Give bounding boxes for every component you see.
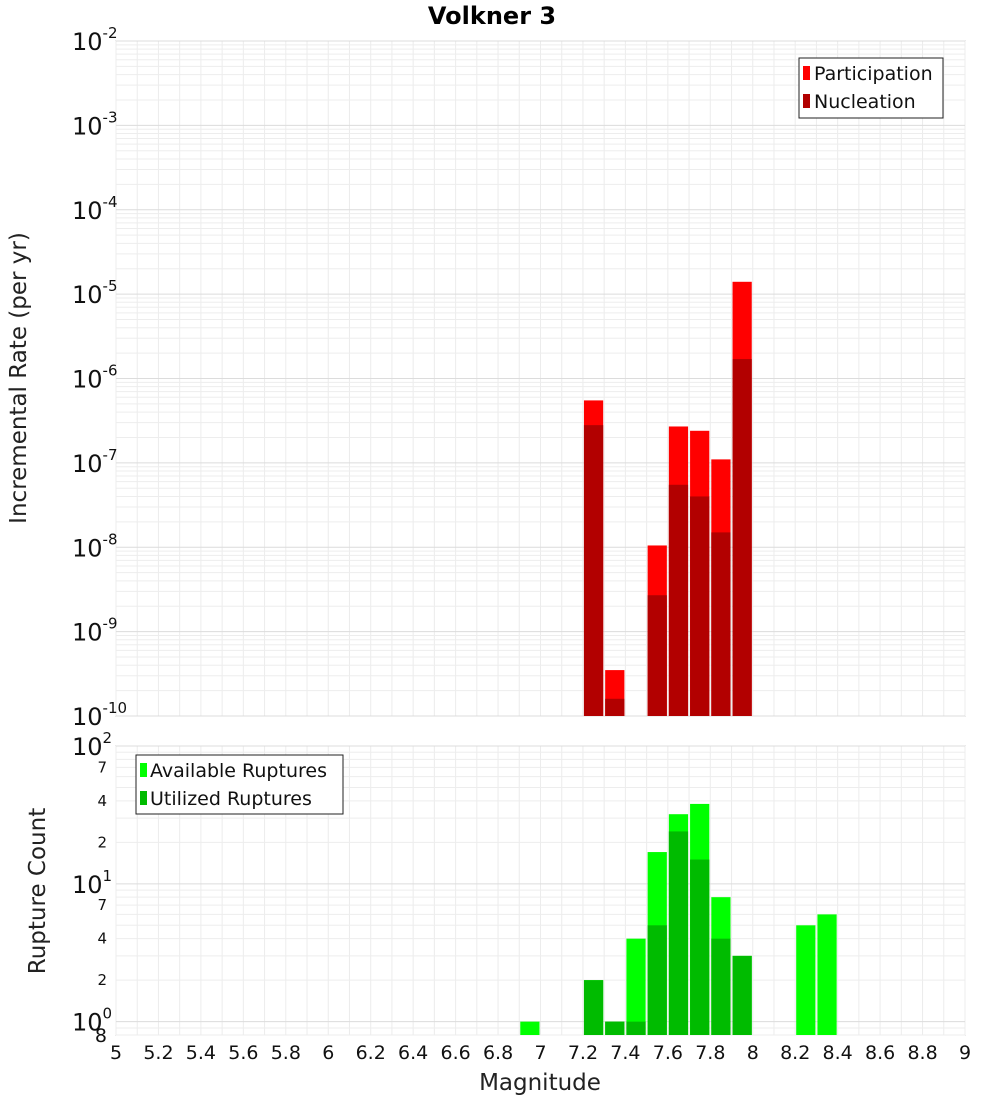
- bottom-y-tick-label-minor: 7: [97, 758, 107, 776]
- bottom-y-tick-labels: 7 4 2 7 4 2 8 102 101 100: [72, 729, 112, 1047]
- legend-label-utilized: Utilized Ruptures: [150, 788, 312, 810]
- top-legend-box: [798, 57, 944, 119]
- top-y-tick-label: 10-5: [72, 277, 118, 309]
- top-legend: Participation Nucleation: [798, 57, 944, 119]
- bottom-legend-box: [135, 754, 344, 815]
- rate-bar-b-7.25: [583, 425, 604, 716]
- x-tick-label: 6.8: [483, 1042, 513, 1064]
- count-bar-b-7.55: [647, 925, 667, 1035]
- x-tick-label: 6.6: [440, 1042, 470, 1064]
- bottom-panel: 7 4 2 7 4 2 8 102 101 100 5 5.2 5.4 5.6 5.8 6 6.2 6.4 6.6…: [25, 729, 971, 1096]
- legend-label-available: Available Ruptures: [150, 760, 327, 782]
- count-bar-a-8.35: [817, 914, 837, 1035]
- x-tick-label: 7.4: [610, 1042, 640, 1064]
- top-y-tick-label: 10-3: [72, 108, 118, 140]
- bottom-y-axis-label: Rupture Count: [25, 808, 51, 974]
- legend-swatch-utilized: [140, 791, 147, 805]
- count-bar-a-7.45: [626, 938, 646, 1035]
- rate-bar-b-7.55: [647, 595, 667, 716]
- rate-bar-b-7.85: [711, 532, 731, 716]
- legend-label-participation: Participation: [814, 63, 933, 85]
- top-y-tick-label: 10-2: [72, 24, 118, 56]
- count-bar-b-7.65: [668, 831, 689, 1035]
- bottom-y-tick-label-major: 102: [72, 729, 112, 761]
- x-tick-label: 5.2: [143, 1042, 173, 1064]
- top-panel: 10-2 10-3 10-4 10-5 10-6 10-7 10-8 10-9 10-10 In…: [6, 24, 966, 731]
- bottom-y-tick-label-minor: 2: [97, 971, 107, 989]
- legend-label-nucleation: Nucleation: [814, 91, 916, 113]
- x-tick-label: 8.4: [823, 1042, 853, 1064]
- x-tick-label: 6: [322, 1042, 334, 1064]
- legend-swatch-participation: [803, 66, 810, 80]
- rate-bar-b-7.65: [668, 484, 689, 716]
- x-tick-label: 6.4: [398, 1042, 428, 1064]
- x-tick-label: 5: [110, 1042, 122, 1064]
- top-grid: [115, 40, 966, 717]
- x-tick-label: 7: [534, 1042, 546, 1064]
- top-y-tick-label: 10-10: [72, 699, 127, 731]
- count-bar-b-7.85: [711, 938, 731, 1035]
- top-y-tick-label: 10-8: [72, 530, 118, 562]
- rate-bar-b-7.35: [605, 698, 625, 716]
- x-tick-label: 7.6: [653, 1042, 683, 1064]
- rate-bar-b-7.75: [690, 496, 710, 716]
- chart-title: Volkner 3: [428, 2, 556, 30]
- x-tick-label: 5.8: [271, 1042, 301, 1064]
- bottom-legend: Available Ruptures Utilized Ruptures: [135, 754, 344, 815]
- x-tick-label: 5.4: [186, 1042, 216, 1064]
- x-tick-labels: 5 5.2 5.4 5.6 5.8 6 6.2 6.4 6.6 6.8 7 7.2 7.4 7.6 7.8 8…: [110, 1042, 971, 1064]
- x-tick-label: 8.2: [780, 1042, 810, 1064]
- bottom-y-tick-label-major: 101: [72, 867, 112, 899]
- bottom-y-tick-label-minor: 8: [95, 1025, 107, 1047]
- count-bar-b-7.45: [626, 1021, 646, 1035]
- top-y-tick-label: 10-9: [72, 615, 118, 647]
- bottom-bars: [520, 803, 837, 1035]
- x-tick-label: 6.2: [356, 1042, 386, 1064]
- rate-bar-b-7.95: [732, 359, 752, 716]
- count-bar-a-6.95: [520, 1021, 540, 1035]
- top-y-tick-label: 10-4: [72, 193, 118, 225]
- bottom-y-tick-label-minor: 2: [97, 833, 107, 851]
- x-tick-label: 8.8: [907, 1042, 937, 1064]
- legend-swatch-available: [140, 763, 147, 777]
- x-tick-label: 9: [959, 1042, 971, 1064]
- count-bar-b-7.35: [605, 1021, 625, 1035]
- x-tick-label: 7.2: [568, 1042, 598, 1064]
- x-tick-label: 8.6: [865, 1042, 895, 1064]
- x-tick-label: 5.6: [228, 1042, 258, 1064]
- bottom-y-tick-label-minor: 7: [97, 896, 107, 914]
- count-bar-b-7.75: [690, 859, 710, 1035]
- count-bar-b-7.25: [583, 980, 604, 1035]
- count-bar-a-8.25: [796, 925, 816, 1035]
- top-y-tick-label: 10-7: [72, 446, 118, 478]
- x-axis-label: Magnitude: [479, 1070, 601, 1096]
- bottom-y-tick-label-minor: 4: [97, 930, 107, 948]
- x-tick-label: 7.8: [695, 1042, 725, 1064]
- top-y-tick-labels: 10-2 10-3 10-4 10-5 10-6 10-7 10-8 10-9 10-10: [72, 24, 127, 731]
- top-y-axis-label: Incremental Rate (per yr): [6, 232, 32, 524]
- count-bar-b-7.95: [732, 955, 752, 1035]
- top-y-tick-label: 10-6: [72, 362, 118, 394]
- x-tick-label: 8: [747, 1042, 759, 1064]
- bottom-y-tick-label-major: 100: [72, 1005, 112, 1037]
- legend-swatch-nucleation: [803, 94, 810, 108]
- bottom-y-tick-label-minor: 4: [97, 792, 107, 810]
- top-bars: [583, 281, 752, 716]
